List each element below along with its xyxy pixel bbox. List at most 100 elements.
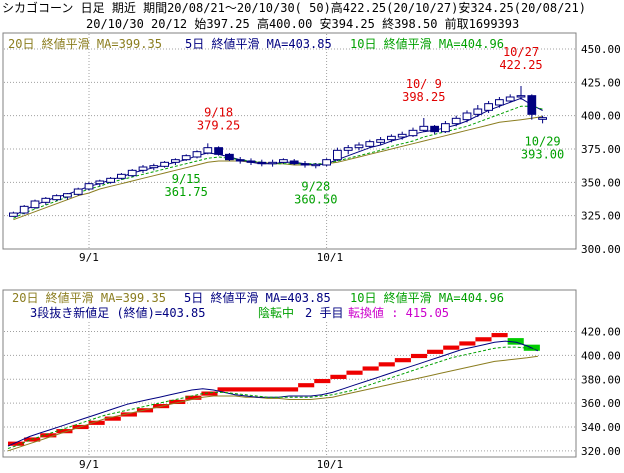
candle xyxy=(441,121,450,133)
renko-brick-up xyxy=(104,416,121,421)
candle-body xyxy=(441,123,450,133)
renko-brick-up xyxy=(475,337,492,342)
renko-brick-up xyxy=(346,370,363,375)
renko-title: 3段抜き新値足 (終値)=403.85 xyxy=(30,305,205,320)
candle xyxy=(19,205,29,215)
top-ma-line xyxy=(13,116,543,221)
candle-body xyxy=(387,135,396,141)
annotation-date: 10/29 xyxy=(525,134,561,148)
candle xyxy=(451,115,461,127)
top-y-tick-label: 350.00 xyxy=(581,176,621,189)
renko-brick-up xyxy=(298,383,315,388)
renko-brick-up xyxy=(443,345,460,350)
candle xyxy=(462,110,472,123)
candle-body xyxy=(300,163,310,166)
candle xyxy=(52,194,61,201)
bottom-legend-ma5: 5日 終値平滑 MA=403.85 xyxy=(184,290,331,305)
candle xyxy=(138,165,148,173)
renko-reversal: 転換値 : 415.05 xyxy=(348,305,449,320)
annotation-value: 422.25 xyxy=(499,58,542,72)
candle-body xyxy=(203,147,213,154)
bottom-x-tick-label: 9/1 xyxy=(79,458,99,471)
candle-body xyxy=(235,159,245,162)
renko-brick-up xyxy=(56,429,73,434)
candle-body xyxy=(84,183,94,190)
candle xyxy=(127,169,137,177)
annotation-date: 9/15 xyxy=(172,172,201,186)
top-x-tick-label: 9/1 xyxy=(79,251,99,264)
candle xyxy=(505,94,515,103)
candle xyxy=(408,127,418,137)
candle xyxy=(235,157,245,164)
candle xyxy=(30,199,40,209)
candle-body xyxy=(52,195,61,201)
candle xyxy=(430,125,439,135)
candle xyxy=(84,182,94,191)
annotation-value: 360.50 xyxy=(294,192,337,206)
candle-body xyxy=(127,169,137,177)
top-y-tick-label: 450.00 xyxy=(581,43,621,56)
bottom-y-tick-label: 380.00 xyxy=(581,373,621,386)
candle-body xyxy=(397,133,407,138)
renko-brick-up xyxy=(217,387,299,392)
candle-body xyxy=(63,193,72,198)
annotation-value: 361.75 xyxy=(165,185,208,199)
candle-body xyxy=(408,129,418,137)
header-quote-line: 20/10/30 20/12 始397.25 高400.00 安394.25 終… xyxy=(0,16,624,32)
candle-body xyxy=(527,95,537,115)
top-x-axis: 9/1 10/1 xyxy=(79,251,343,264)
candle-body xyxy=(117,173,126,179)
candle xyxy=(192,150,202,159)
candle xyxy=(527,94,537,120)
candle xyxy=(73,187,83,196)
candle xyxy=(354,142,364,151)
candle xyxy=(203,143,213,155)
candle-body xyxy=(343,147,353,151)
candle xyxy=(419,118,429,132)
bottom-ma-line xyxy=(7,346,538,449)
candle xyxy=(117,173,126,180)
candle xyxy=(473,105,483,117)
bottom-y-tick-label: 400.00 xyxy=(581,349,621,362)
candle xyxy=(171,158,180,165)
bottom-y-tick-label: 340.00 xyxy=(581,421,621,434)
candle xyxy=(9,211,18,217)
candle-body xyxy=(430,125,439,133)
candle xyxy=(538,115,547,124)
bottom-y-tick-label: 360.00 xyxy=(581,397,621,410)
candle-body xyxy=(160,161,169,167)
candle xyxy=(387,134,396,143)
top-y-tick-label: 300.00 xyxy=(581,243,621,256)
top-y-tick-label: 375.00 xyxy=(581,143,621,156)
candle xyxy=(181,154,191,161)
candle-body xyxy=(214,147,223,155)
renko-brick-up xyxy=(169,399,186,405)
top-x-tick-label: 10/1 xyxy=(317,251,344,264)
candle xyxy=(365,139,375,148)
bottom-x-axis: 9/1 10/1 xyxy=(79,458,343,471)
candle xyxy=(95,179,105,187)
candle-body xyxy=(322,159,331,166)
candle-body xyxy=(9,212,18,217)
top-panel-frame xyxy=(2,32,577,250)
candle xyxy=(516,86,526,100)
candle-body xyxy=(473,108,483,115)
candle xyxy=(214,146,223,156)
candle-body xyxy=(451,117,461,125)
renko-brick-up xyxy=(120,412,137,417)
candle xyxy=(343,145,353,155)
bottom-ma-line xyxy=(7,340,539,447)
candle-body xyxy=(376,139,385,143)
renko-brick-down xyxy=(507,338,524,345)
candle xyxy=(225,153,234,161)
renko-brick-up xyxy=(394,358,411,363)
renko-brick-up xyxy=(314,378,331,384)
candle-body xyxy=(73,188,83,195)
candle-body xyxy=(246,160,256,163)
renko-brick-up xyxy=(378,362,395,367)
candle-body xyxy=(516,95,526,98)
candle-body xyxy=(41,197,51,203)
top-legend-ma20: 20日 終値平滑 MA=399.35 xyxy=(8,36,162,51)
